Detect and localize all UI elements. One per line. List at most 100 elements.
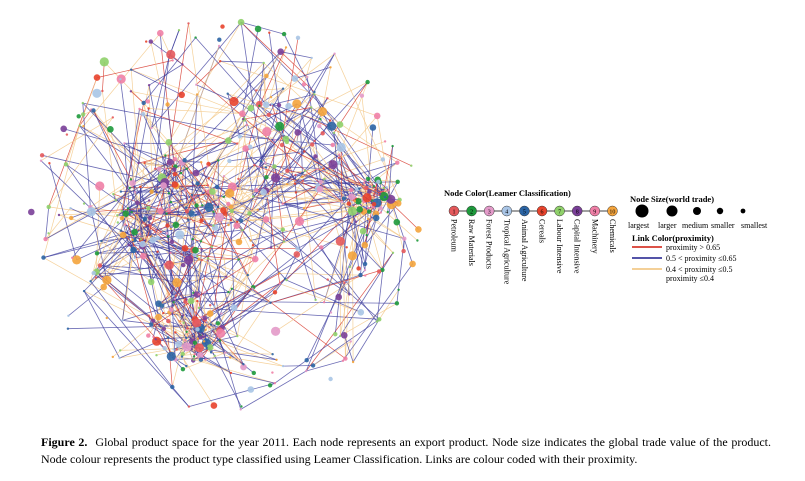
network-link bbox=[364, 244, 383, 271]
network-link bbox=[175, 45, 220, 167]
network-node bbox=[158, 82, 161, 85]
network-node bbox=[111, 116, 115, 119]
network-node bbox=[141, 100, 146, 106]
network-node bbox=[332, 131, 336, 134]
network-node bbox=[271, 353, 274, 356]
network-node bbox=[100, 239, 103, 243]
network-link bbox=[279, 205, 377, 285]
network-link bbox=[217, 199, 232, 212]
network-node bbox=[120, 209, 124, 213]
network-link bbox=[171, 160, 185, 242]
legend-category-label: Petroleum bbox=[450, 219, 459, 253]
network-node bbox=[329, 311, 333, 314]
network-link bbox=[132, 161, 171, 184]
network-node bbox=[222, 211, 228, 216]
network-node bbox=[197, 257, 200, 261]
network-node bbox=[206, 184, 210, 187]
network-link bbox=[197, 300, 397, 304]
network-link bbox=[82, 102, 275, 141]
network-node bbox=[247, 386, 255, 393]
network-node bbox=[145, 40, 148, 43]
network-node bbox=[348, 293, 351, 296]
size-dot-smaller bbox=[716, 207, 724, 215]
network-node bbox=[220, 312, 223, 315]
network-node bbox=[353, 199, 357, 203]
network-node bbox=[301, 82, 307, 87]
network-node bbox=[165, 102, 170, 107]
network-node bbox=[268, 31, 271, 34]
network-node bbox=[320, 131, 325, 136]
network-link bbox=[241, 75, 267, 114]
network-link bbox=[343, 335, 354, 363]
network-link bbox=[257, 183, 296, 211]
network-link bbox=[319, 188, 370, 192]
figure-caption: Figure 2. Global product space for the ye… bbox=[41, 434, 771, 468]
network-node bbox=[179, 199, 182, 203]
network-node bbox=[364, 185, 369, 191]
network-node bbox=[206, 344, 214, 351]
network-node bbox=[281, 364, 285, 368]
network-node bbox=[209, 323, 212, 326]
network-node bbox=[256, 100, 263, 108]
network-node bbox=[242, 363, 245, 366]
network-link bbox=[270, 139, 275, 248]
network-node bbox=[328, 376, 333, 382]
network-node bbox=[281, 87, 285, 90]
network-node bbox=[382, 186, 385, 190]
network-node bbox=[206, 310, 214, 317]
network-node bbox=[145, 99, 150, 104]
network-node bbox=[172, 172, 177, 177]
network-link bbox=[233, 101, 321, 120]
network-link bbox=[249, 81, 368, 214]
network-link bbox=[342, 263, 413, 362]
network-link bbox=[312, 341, 351, 366]
network-node bbox=[193, 291, 201, 298]
size-dot-largest bbox=[635, 204, 649, 218]
network-node bbox=[262, 61, 265, 65]
network-node bbox=[319, 245, 324, 250]
network-link bbox=[340, 302, 398, 337]
network-node bbox=[132, 238, 137, 243]
network-link bbox=[143, 37, 196, 104]
network-node bbox=[262, 216, 270, 223]
network-node bbox=[118, 356, 121, 360]
node-color-legend-title: Node Color(Leamer Classification) bbox=[444, 188, 571, 198]
legend-category-label: Tropical Agriculture bbox=[502, 219, 511, 285]
network-node bbox=[266, 112, 271, 118]
network-node bbox=[148, 39, 153, 44]
network-node bbox=[140, 252, 147, 260]
network-node bbox=[365, 176, 371, 182]
network-link bbox=[286, 279, 361, 313]
network-node bbox=[186, 218, 190, 221]
network-link bbox=[300, 131, 345, 199]
network-node bbox=[410, 164, 413, 167]
network-link bbox=[120, 230, 244, 365]
network-node bbox=[157, 29, 164, 37]
size-label-smaller: smaller bbox=[711, 221, 735, 230]
network-node bbox=[349, 340, 352, 343]
network-link bbox=[282, 201, 342, 205]
network-link bbox=[65, 163, 186, 249]
legend-dot-number: 2 bbox=[470, 210, 473, 216]
network-node bbox=[195, 327, 200, 332]
network-node bbox=[91, 108, 96, 113]
network-node bbox=[124, 223, 127, 226]
network-node bbox=[114, 199, 117, 202]
network-node bbox=[119, 216, 125, 221]
network-node bbox=[310, 106, 313, 109]
network-link bbox=[192, 250, 198, 295]
network-node bbox=[348, 193, 355, 200]
network-node bbox=[195, 83, 198, 86]
network-link bbox=[194, 221, 238, 320]
network-node bbox=[69, 207, 72, 210]
node-color-legend: Node Color(Leamer Classification) 1 Petro… bbox=[444, 188, 618, 285]
network-link bbox=[229, 283, 281, 358]
network-node bbox=[180, 355, 184, 358]
network-link bbox=[63, 128, 183, 163]
network-node bbox=[72, 255, 82, 265]
network-node bbox=[196, 299, 199, 303]
network-node bbox=[149, 236, 157, 244]
network-node bbox=[154, 338, 157, 341]
network-link bbox=[376, 199, 392, 322]
network-node bbox=[242, 118, 245, 121]
